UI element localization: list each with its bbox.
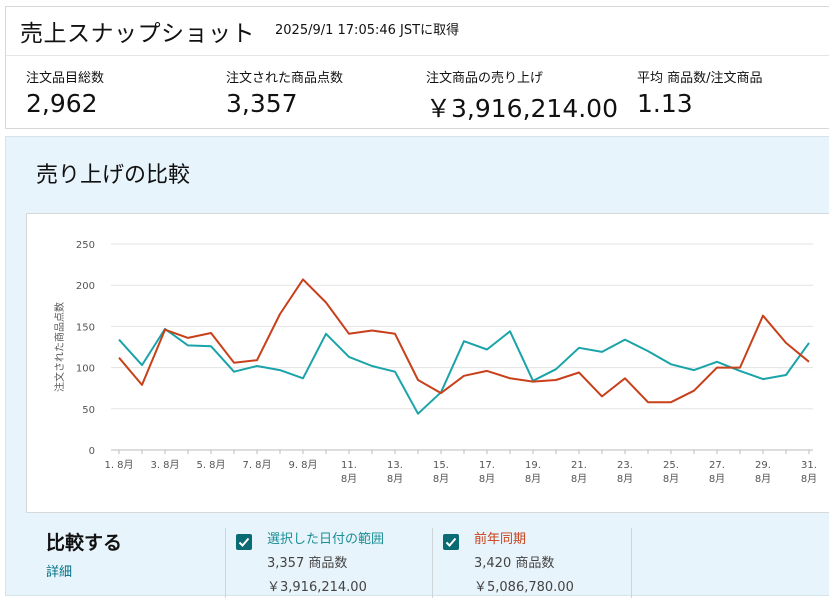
y-tick-label: 150: [76, 322, 95, 333]
x-tick-label: 15.: [433, 460, 449, 471]
comparison-title: 売り上げの比較: [36, 163, 191, 188]
snapshot-title: 売上スナップショット: [20, 21, 255, 47]
x-tick-label: 8月: [571, 473, 587, 485]
x-tick-label: 27.: [709, 460, 725, 471]
x-tick-label: 7. 8月: [242, 459, 271, 471]
x-tick-label: 11.: [341, 460, 357, 471]
x-tick-label: 17.: [479, 460, 495, 471]
legend-name: 前年同期: [474, 532, 527, 547]
x-tick-label: 8月: [709, 473, 725, 485]
legend-units: 3,357 商品数: [267, 556, 348, 571]
x-tick-label: 8月: [479, 473, 495, 485]
x-tick-label: 3. 8月: [150, 459, 179, 471]
x-tick-label: 8月: [525, 473, 541, 485]
series-line-previous-year: [118, 278, 810, 404]
compare-heading: 比較する: [46, 532, 123, 554]
metric-ordered-product-sales: 注文商品の売り上げ ￥3,916,214.00: [426, 67, 618, 125]
metric-avg-units-per-item: 平均 商品数/注文商品 1.13: [637, 67, 763, 118]
legend-divider: [225, 528, 226, 598]
x-tick-label: 8月: [663, 473, 679, 485]
metric-total-order-items: 注文品目総数 2,962: [26, 67, 104, 118]
sales-comparison-panel: 売り上げの比較 0 50 100 150 200 250 注文された商品点数 1. 8月 3. …: [5, 136, 829, 598]
metric-units-ordered: 注文された商品点数 3,357: [226, 67, 343, 118]
legend-name: 選択した日付の範囲: [267, 532, 385, 547]
snapshot-timestamp: 2025/9/1 17:05:46 JSTに取得: [275, 23, 460, 38]
details-link[interactable]: 詳細: [46, 565, 73, 580]
x-tick-label: 19.: [525, 460, 541, 471]
selected-range-checkbox[interactable]: [236, 534, 252, 550]
x-tick-label: 29.: [755, 460, 771, 471]
sales-line-chart: 0 50 100 150 200 250 注文された商品点数 1. 8月 3. 8月 5. 8月 7…: [53, 240, 817, 485]
legend-units: 3,420 商品数: [474, 556, 555, 571]
x-tick-label: 13.: [387, 460, 403, 471]
checkmark-icon: [238, 537, 250, 547]
x-tick-label: 23.: [617, 460, 633, 471]
y-tick-label: 0: [89, 446, 95, 457]
y-tick-label: 50: [82, 405, 95, 416]
y-tick-label: 100: [76, 364, 95, 375]
checkmark-icon: [445, 537, 457, 547]
metric-label: 注文商品の売り上げ: [426, 71, 544, 86]
x-tick-label: 9. 8月: [288, 459, 317, 471]
series-line-selected-range: [118, 327, 810, 415]
x-tick-label: 5. 8月: [196, 459, 225, 471]
y-axis-title: 注文された商品点数: [53, 302, 66, 392]
metric-value: 3,357: [226, 89, 298, 118]
x-tick-label: 25.: [663, 460, 679, 471]
x-tick-label: 31.: [801, 460, 817, 471]
legend-sales: ￥5,086,780.00: [474, 580, 574, 595]
y-tick-label: 250: [76, 240, 95, 251]
legend-divider: [432, 528, 433, 598]
metric-label: 注文品目総数: [26, 71, 105, 86]
sales-snapshot-panel: 売上スナップショット 2025/9/1 17:05:46 JSTに取得 注文品目…: [5, 6, 829, 129]
line-chart-container: 0 50 100 150 200 250 注文された商品点数 1. 8月 3. 8月 5. 8月 7…: [26, 213, 829, 513]
previous-year-checkbox[interactable]: [443, 534, 459, 550]
x-tick-label: 21.: [571, 460, 587, 471]
snapshot-divider: [6, 55, 829, 56]
x-tick-label: 8月: [387, 473, 403, 485]
legend-divider: [631, 528, 632, 598]
x-tick-label: 8月: [755, 473, 771, 485]
x-tick-label: 8月: [341, 473, 357, 485]
metric-label: 注文された商品点数: [226, 71, 344, 86]
metric-value: 2,962: [26, 89, 98, 118]
x-tick-label: 1. 8月: [104, 459, 133, 471]
x-tick-label: 8月: [433, 473, 449, 485]
metric-value: ￥3,916,214.00: [426, 94, 618, 123]
x-tick-label: 8月: [801, 473, 817, 485]
legend-sales: ￥3,916,214.00: [267, 580, 367, 595]
x-tick-label: 8月: [617, 473, 633, 485]
metric-value: 1.13: [637, 89, 693, 118]
y-tick-label: 200: [76, 281, 95, 292]
metric-label: 平均 商品数/注文商品: [637, 71, 763, 86]
